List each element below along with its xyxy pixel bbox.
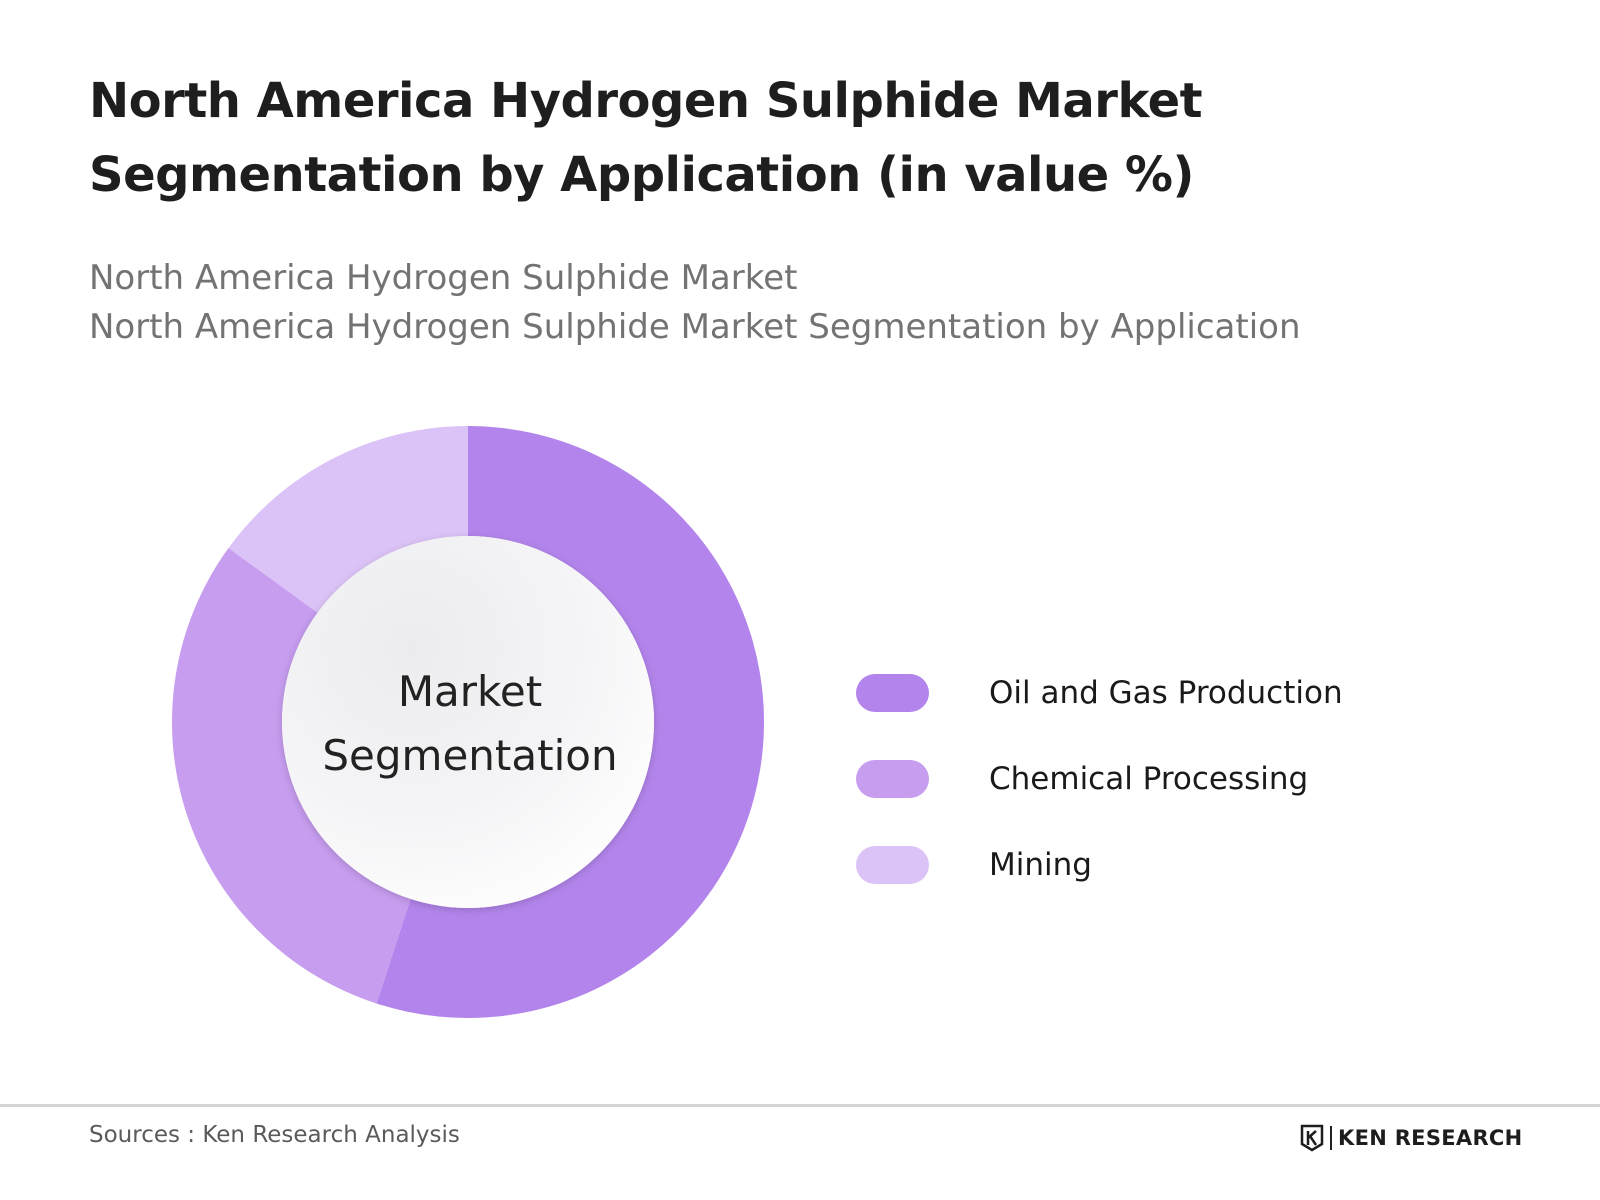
slice-chemical-processing [171,548,411,1004]
legend-item-mining: Mining [856,822,1343,908]
brand-name: KEN RESEARCH [1338,1126,1523,1150]
legend-label: Mining [989,847,1092,883]
donut-center-label: Market Segmentation [322,667,618,780]
brand-logo: KEN RESEARCH [1300,1124,1523,1152]
legend-label: Oil and Gas Production [989,675,1343,711]
legend-swatch [856,760,929,798]
chart-legend: Oil and Gas Production Chemical Processi… [856,650,1343,908]
chart-subtitle: North America Hydrogen Sulphide Market N… [89,254,1529,352]
sources-note: Sources : Ken Research Analysis [89,1122,460,1148]
footer-divider [0,1104,1600,1107]
legend-label: Chemical Processing [989,761,1309,797]
legend-swatch [856,674,929,712]
slice-oil-and-gas [376,426,764,1018]
donut-slices [171,426,764,1018]
donut-center [282,536,654,908]
slice-mining [228,426,468,613]
chart-title: North America Hydrogen Sulphide Market S… [89,73,1203,203]
legend-item-oil-and-gas: Oil and Gas Production [856,650,1343,736]
legend-swatch [856,846,929,884]
subtitle-line-2: North America Hydrogen Sulphide Market S… [89,307,1301,347]
ken-research-logo-icon [1300,1124,1324,1152]
subtitle-line-1: North America Hydrogen Sulphide Market [89,258,798,298]
legend-item-chemical-processing: Chemical Processing [856,736,1343,822]
brand-separator [1330,1126,1332,1150]
